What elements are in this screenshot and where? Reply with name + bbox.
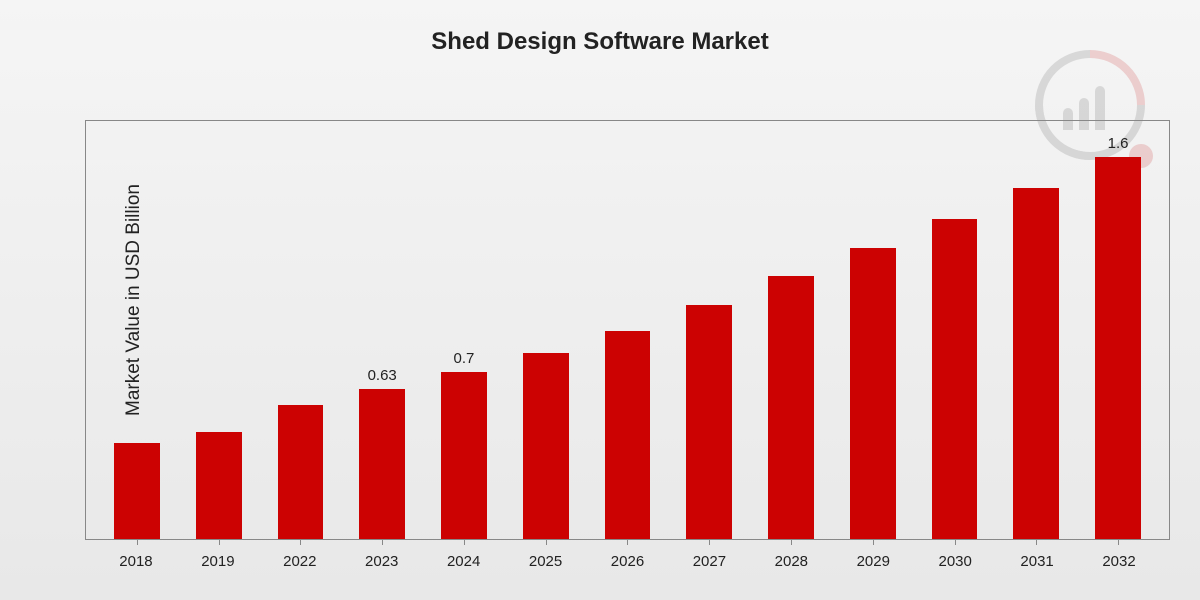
x-tick-label: 2023 bbox=[341, 553, 423, 570]
bar bbox=[196, 432, 242, 539]
bar bbox=[1013, 188, 1059, 539]
bar-slot bbox=[178, 121, 260, 539]
bar-slot bbox=[505, 121, 587, 539]
bar-slot bbox=[260, 121, 342, 539]
x-tick-label: 2027 bbox=[668, 553, 750, 570]
bar-slot bbox=[96, 121, 178, 539]
x-tick-label: 2019 bbox=[177, 553, 259, 570]
bar-value-label: 0.63 bbox=[368, 367, 397, 385]
bar-slot bbox=[668, 121, 750, 539]
bar-slot bbox=[750, 121, 832, 539]
bar-slot bbox=[995, 121, 1077, 539]
bar bbox=[605, 331, 651, 539]
bars-container: 0.63 0.7 1.6 bbox=[86, 121, 1169, 539]
bar-slot: 0.7 bbox=[423, 121, 505, 539]
bar bbox=[768, 276, 814, 539]
chart-plot-area: 0.63 0.7 1.6 bbox=[85, 120, 1170, 540]
x-tick-label: 2032 bbox=[1078, 553, 1160, 570]
x-tick-label: 2029 bbox=[832, 553, 914, 570]
bar bbox=[850, 248, 896, 539]
bar bbox=[523, 353, 569, 539]
chart-title: Shed Design Software Market bbox=[0, 0, 1200, 56]
bar bbox=[278, 405, 324, 539]
bar-slot bbox=[832, 121, 914, 539]
bar-slot: 1.6 bbox=[1077, 121, 1159, 539]
bar-value-label: 0.7 bbox=[454, 350, 475, 368]
x-tick-label: 2022 bbox=[259, 553, 341, 570]
bar bbox=[114, 443, 160, 539]
bar bbox=[441, 372, 487, 539]
x-tick-label: 2030 bbox=[914, 553, 996, 570]
bar-slot bbox=[587, 121, 669, 539]
x-axis-labels: 2018201920222023202420252026202720282029… bbox=[85, 553, 1170, 570]
bar-value-label: 1.6 bbox=[1108, 135, 1129, 153]
bar bbox=[686, 305, 732, 539]
x-tick-label: 2025 bbox=[505, 553, 587, 570]
x-tick-label: 2028 bbox=[750, 553, 832, 570]
x-tick-label: 2031 bbox=[996, 553, 1078, 570]
bar bbox=[932, 219, 978, 539]
bar bbox=[1095, 157, 1141, 539]
bar bbox=[359, 389, 405, 539]
x-tick-label: 2018 bbox=[95, 553, 177, 570]
x-tick-label: 2024 bbox=[423, 553, 505, 570]
bar-slot bbox=[914, 121, 996, 539]
bar-slot: 0.63 bbox=[341, 121, 423, 539]
x-tick-label: 2026 bbox=[587, 553, 669, 570]
